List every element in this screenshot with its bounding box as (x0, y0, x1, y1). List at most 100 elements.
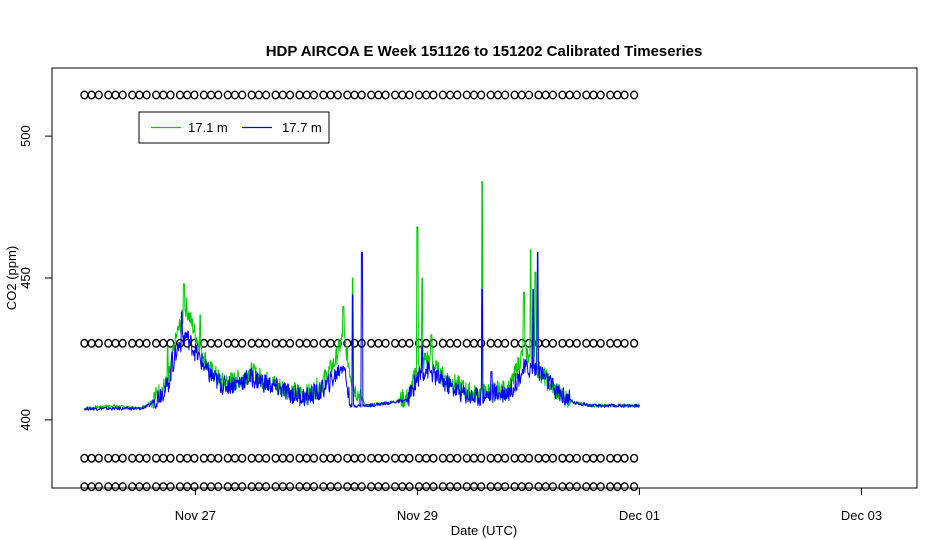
series-lines (83, 181, 640, 411)
legend-label-17-1m: 17.1 m (188, 120, 228, 135)
marker-point (596, 338, 605, 348)
marker-point (262, 453, 271, 463)
marker-row (80, 338, 639, 348)
marker-point (629, 482, 639, 492)
marker-point (548, 90, 558, 100)
marker-point (548, 482, 558, 492)
marker-point (501, 453, 510, 463)
marker-point (548, 338, 558, 348)
marker-point (166, 90, 175, 100)
x-tick-label: Nov 27 (175, 508, 216, 523)
marker-point (94, 90, 103, 100)
marker-point (190, 90, 199, 100)
marker-point (381, 338, 390, 348)
marker-point (190, 482, 199, 492)
y-tick-label: 400 (18, 409, 33, 431)
y-axis-label: CO2 (ppm) (4, 246, 19, 310)
marker-point (285, 90, 295, 100)
marker-point (572, 90, 581, 100)
x-axis: Nov 27 Nov 29 Dec 01 Dec 03 (175, 487, 882, 523)
marker-point (214, 453, 223, 463)
marker-point (262, 482, 271, 492)
marker-point (357, 90, 366, 100)
marker-point (309, 338, 319, 348)
marker-point (477, 453, 486, 463)
marker-point (94, 482, 103, 492)
x-tick-label: Nov 29 (397, 508, 438, 523)
marker-point (405, 338, 414, 348)
marker-point (118, 338, 127, 348)
marker-point (262, 338, 271, 348)
marker-point (381, 482, 390, 492)
marker-row (80, 453, 639, 463)
marker-point (238, 453, 247, 463)
marker-point (477, 482, 486, 492)
series-line-17-7-m (83, 252, 640, 411)
legend-label-17-7m: 17.7 m (282, 120, 322, 135)
marker-point (357, 338, 366, 348)
marker-point (405, 482, 414, 492)
marker-point (285, 453, 295, 463)
x-tick-label: Dec 03 (841, 508, 882, 523)
marker-point (166, 453, 175, 463)
marker-point (572, 338, 581, 348)
marker-point (429, 482, 438, 492)
marker-point (620, 90, 629, 100)
x-tick-label: Dec 01 (619, 508, 660, 523)
x-axis-label: Date (UTC) (451, 523, 517, 538)
marker-point (262, 90, 271, 100)
legend: 17.1 m 17.7 m (138, 111, 330, 144)
marker-point (142, 90, 151, 100)
marker-point (524, 90, 534, 100)
marker-point (309, 453, 319, 463)
marker-point (166, 338, 175, 348)
marker-point (238, 90, 247, 100)
chart-title: HDP AIRCOA E Week 151126 to 151202 Calib… (266, 43, 703, 60)
marker-row (80, 482, 639, 492)
marker-point (596, 482, 605, 492)
marker-point (429, 90, 438, 100)
marker-point (190, 453, 199, 463)
marker-point (548, 453, 558, 463)
marker-rows (80, 90, 639, 492)
marker-point (501, 90, 510, 100)
marker-point (214, 338, 223, 348)
marker-point (309, 90, 319, 100)
marker-point (357, 453, 366, 463)
y-tick-label: 450 (18, 267, 33, 289)
marker-point (118, 482, 127, 492)
marker-point (524, 482, 534, 492)
marker-point (596, 453, 605, 463)
marker-point (285, 338, 295, 348)
marker-point (238, 338, 247, 348)
marker-point (572, 453, 581, 463)
marker-point (333, 453, 342, 463)
marker-point (501, 482, 510, 492)
marker-point (501, 338, 510, 348)
marker-point (620, 338, 629, 348)
marker-point (142, 482, 151, 492)
marker-point (118, 90, 127, 100)
marker-point (524, 453, 534, 463)
marker-point (94, 338, 103, 348)
marker-point (214, 482, 223, 492)
marker-point (629, 338, 639, 348)
marker-point (405, 453, 414, 463)
marker-point (333, 90, 342, 100)
marker-point (629, 90, 639, 100)
y-axis: 400 450 500 (18, 125, 53, 431)
marker-point (620, 482, 629, 492)
marker-point (142, 338, 151, 348)
marker-point (453, 482, 462, 492)
marker-point (166, 482, 175, 492)
marker-point (477, 90, 486, 100)
marker-row (80, 90, 639, 100)
marker-point (357, 482, 366, 492)
marker-point (381, 453, 390, 463)
marker-point (309, 482, 319, 492)
marker-point (620, 453, 629, 463)
y-tick-label: 500 (18, 125, 33, 147)
marker-point (238, 482, 247, 492)
